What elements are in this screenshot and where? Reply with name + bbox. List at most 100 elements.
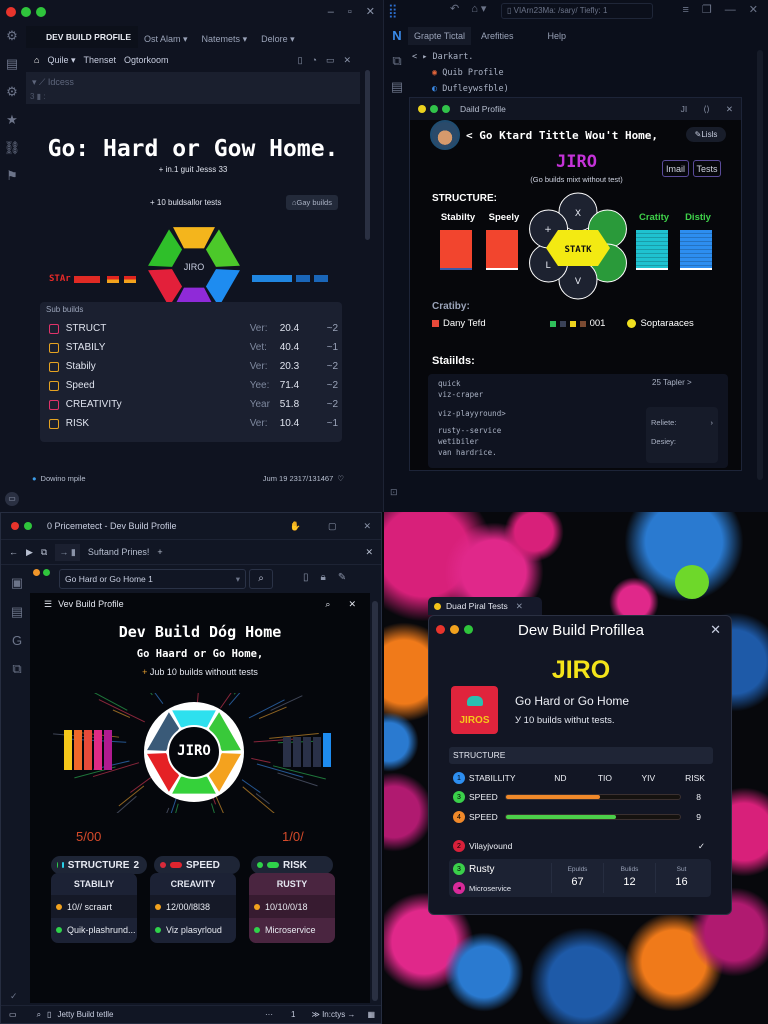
- build-item[interactable]: viz-playyround>: [438, 409, 506, 418]
- camera-icon[interactable]: ⊡: [390, 487, 398, 497]
- close-icon[interactable]: ✕: [365, 6, 375, 18]
- folder-icon[interactable]: ▤: [5, 56, 19, 71]
- grid-icon[interactable]: ▦: [367, 1010, 375, 1019]
- menu-ost-alam[interactable]: Ost Alam ▾: [144, 34, 188, 44]
- status-right[interactable]: ≫ In:ctys →: [311, 1010, 356, 1019]
- restore-icon[interactable]: ▢: [327, 520, 337, 531]
- copy-icon[interactable]: ⧉: [392, 53, 402, 68]
- lock-icon[interactable]: 🔒︎: [320, 572, 326, 583]
- scrollbar[interactable]: [372, 601, 378, 1001]
- comment-icon[interactable]: ▯: [303, 572, 309, 583]
- search-button[interactable]: ⌕: [249, 569, 273, 589]
- vilayjvound-row[interactable]: 2 Vilayjvound ✓: [453, 840, 705, 852]
- build-item[interactable]: viz-craper: [438, 390, 484, 399]
- breadcrumb-thenset[interactable]: Thenset: [83, 55, 117, 65]
- build-item[interactable]: quick: [438, 379, 461, 388]
- account-icon[interactable]: ▭: [5, 492, 19, 506]
- minimize-icon[interactable]: —: [724, 3, 736, 16]
- lisls-button[interactable]: ✎ Lisls: [686, 127, 726, 142]
- search-icon[interactable]: ⌕: [36, 1009, 42, 1019]
- home-icon[interactable]: ⌂ ▾: [471, 3, 487, 15]
- search-icon[interactable]: ⌕: [325, 598, 331, 609]
- imail-button[interactable]: Imail: [662, 160, 689, 177]
- close-dot[interactable]: [436, 625, 445, 634]
- maximize-dot[interactable]: [442, 105, 450, 113]
- minimize-dot[interactable]: [21, 7, 31, 17]
- scrollbar[interactable]: [757, 50, 763, 480]
- wheel-center[interactable]: [546, 230, 610, 266]
- gear-icon[interactable]: ⚙: [6, 28, 18, 43]
- checkbox[interactable]: [49, 418, 59, 429]
- flag-icon[interactable]: ⚑: [6, 168, 18, 183]
- file-icon[interactable]: ▤: [10, 604, 24, 619]
- tab-duad-piral-tests[interactable]: Duad Piral Tests ✕: [428, 597, 542, 615]
- star-icon[interactable]: ★: [6, 112, 18, 127]
- clipboard-icon[interactable]: ▣: [10, 575, 24, 590]
- sub-build-row[interactable]: STRUCT Ver: 20.4 ~2: [44, 319, 338, 338]
- sub-build-row[interactable]: CREATIVITy Year 51.8 ~2: [44, 395, 338, 414]
- tab-grapte-tictal[interactable]: Grapte Tictal: [408, 26, 472, 45]
- build-item[interactable]: van hardrice.: [438, 448, 497, 457]
- tree-item[interactable]: < ▸ Darkart.: [412, 52, 474, 62]
- menu-icon[interactable]: ≡: [682, 3, 689, 16]
- check-icon[interactable]: ✓: [10, 991, 18, 1001]
- close-dot[interactable]: [11, 522, 19, 530]
- close-tab-icon[interactable]: ✕: [365, 546, 373, 557]
- extension-icon[interactable]: ⧉: [12, 661, 22, 676]
- tree-item[interactable]: ◐ Dufleywsfble): [432, 84, 509, 94]
- build-item[interactable]: wetibiler: [438, 437, 479, 446]
- scrollbar[interactable]: [365, 70, 370, 240]
- sub-build-row[interactable]: STABILY Vet: 40.4 ~1: [44, 338, 338, 357]
- restore-icon[interactable]: ▫: [347, 5, 352, 18]
- build-item[interactable]: rusty--service: [438, 426, 502, 435]
- play-icon[interactable]: ▶: [26, 546, 33, 557]
- edit-icon[interactable]: ✎: [337, 572, 347, 583]
- speed-pill[interactable]: SPEED: [154, 856, 240, 874]
- link-icon[interactable]: ⛓: [3, 140, 21, 155]
- window-ctrl[interactable]: JI: [680, 104, 688, 114]
- new-tab-icon[interactable]: +: [157, 547, 163, 557]
- sub-build-row[interactable]: Speed Yee: 71.4 ~2: [44, 376, 338, 395]
- tests-button[interactable]: Tests: [693, 160, 721, 177]
- back-icon[interactable]: ←: [9, 547, 18, 557]
- tab-arefities[interactable]: Arefities: [481, 30, 514, 41]
- risk-pill[interactable]: RISK: [251, 856, 333, 874]
- files-icon[interactable]: ▤: [390, 79, 404, 94]
- copy-icon[interactable]: ⧉: [40, 546, 48, 557]
- list-icon[interactable]: ☰: [44, 598, 53, 609]
- breadcrumb-quile[interactable]: Quile ▾: [47, 54, 76, 65]
- menu-natemets[interactable]: Natemets ▾: [201, 34, 248, 44]
- tab-suftand[interactable]: Suftand Prines!: [87, 547, 150, 557]
- maximize-dot[interactable]: [464, 625, 473, 634]
- address-bar[interactable]: ▯ VIArn23Ma: /sary/ Tiefly: 1: [501, 3, 653, 19]
- forward-icon[interactable]: → ▮: [55, 543, 80, 561]
- pin-icon[interactable]: ✋: [289, 520, 301, 531]
- maximize-dot[interactable]: [24, 522, 32, 530]
- close-icon[interactable]: ✕: [710, 622, 721, 637]
- heart-icon[interactable]: ♡: [337, 474, 344, 483]
- checkbox[interactable]: [49, 380, 59, 391]
- panel-icon[interactable]: ▭: [9, 1010, 17, 1019]
- more-button[interactable]: ···: [265, 1010, 274, 1019]
- menu-delore[interactable]: Delore ▾: [261, 34, 295, 44]
- logo-icon[interactable]: N: [392, 28, 402, 43]
- minimize-dot[interactable]: [450, 625, 459, 634]
- checkbox[interactable]: [49, 342, 59, 353]
- maximize-dot[interactable]: [36, 7, 46, 17]
- build-card[interactable]: RUSTY 10/10/0/18 Microservice: [249, 873, 335, 943]
- close-icon[interactable]: ✕: [348, 598, 356, 609]
- build-card[interactable]: CREAVITY 12/00/l8l38 Viz plasyrloud: [150, 873, 236, 943]
- expand-icon[interactable]: ⟨⟩: [703, 103, 710, 114]
- checkbox[interactable]: [49, 361, 59, 372]
- close-tab-icon[interactable]: ✕: [515, 600, 523, 611]
- settings-icon[interactable]: ⚙: [6, 84, 18, 99]
- close-icon[interactable]: ✕: [363, 520, 371, 531]
- checkbox[interactable]: [49, 399, 59, 410]
- build-card[interactable]: STABILIY 10// scraart Quik-plashrund...: [51, 873, 137, 943]
- back-icon[interactable]: ↶: [450, 3, 460, 15]
- checkbox[interactable]: [49, 323, 59, 334]
- close-dot[interactable]: [6, 7, 16, 17]
- structure-pill[interactable]: STRUCTURE 2: [51, 856, 147, 874]
- toolbar-icons[interactable]: ▯◔▭✕: [297, 54, 360, 65]
- close-icon[interactable]: ✕: [748, 4, 758, 16]
